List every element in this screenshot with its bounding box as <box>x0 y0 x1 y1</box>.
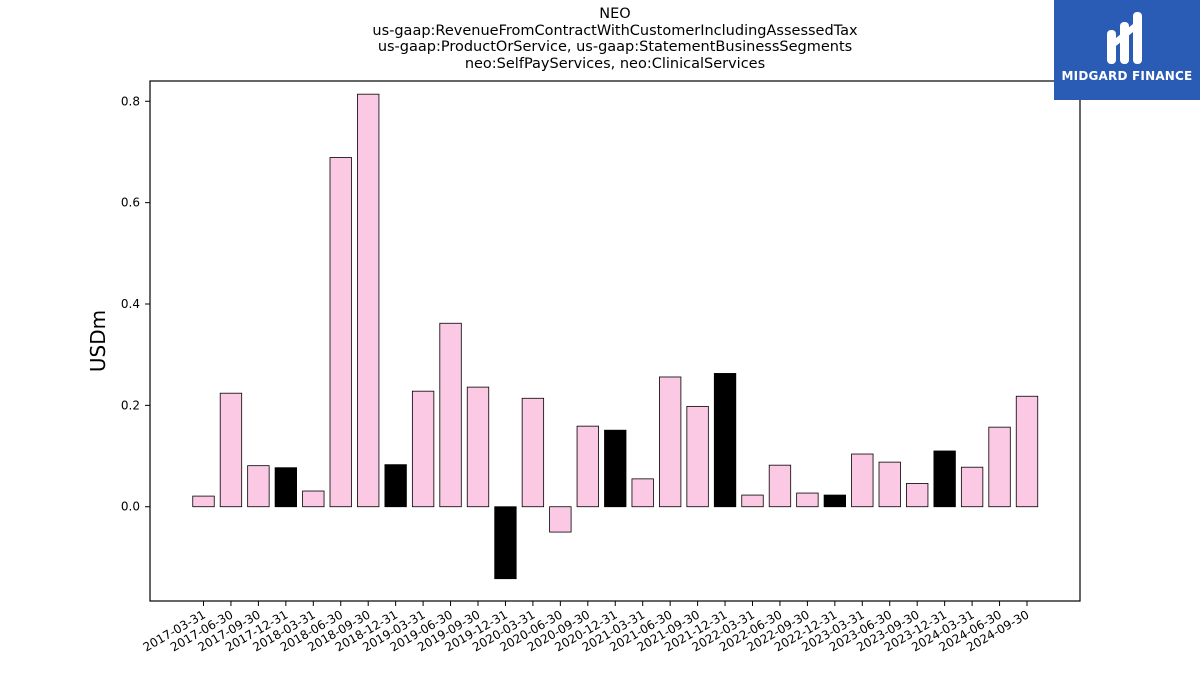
plot-frame <box>149 80 1081 602</box>
bar <box>960 466 984 508</box>
chart-title-line-4: neo:SelfPayServices, neo:ClinicalService… <box>464 55 766 72</box>
bar <box>302 490 325 508</box>
bar <box>274 467 298 508</box>
bar <box>933 450 956 508</box>
chart-title: NEO us-gaap:RevenueFromContractWithCusto… <box>150 6 1080 72</box>
bar <box>329 157 352 508</box>
bar <box>494 506 517 580</box>
bar <box>768 464 792 508</box>
bar <box>357 93 380 508</box>
bar <box>659 376 682 508</box>
bar <box>796 492 819 508</box>
bar <box>192 495 215 508</box>
y-axis-label: USDm <box>86 310 110 372</box>
bar <box>247 465 270 508</box>
y-tick-label: 0.0 <box>121 500 140 514</box>
bar <box>1015 395 1039 508</box>
bar <box>878 461 901 508</box>
bar <box>713 373 737 508</box>
y-tick-label: 0.6 <box>121 196 140 210</box>
brand-logo: MIDGARD FINANCE <box>1054 0 1200 100</box>
bar <box>604 429 627 508</box>
bar <box>851 453 874 508</box>
bar <box>439 322 462 508</box>
chart-title-line-2: us-gaap:RevenueFromContractWithCustomerI… <box>372 22 858 39</box>
bar <box>549 506 572 533</box>
y-tick-label: 0.2 <box>121 398 140 412</box>
bar <box>384 464 407 508</box>
midgard-logo-icon <box>1107 12 1142 64</box>
bar <box>686 405 709 508</box>
bar <box>631 478 654 508</box>
bar <box>906 483 929 508</box>
y-tick-label: 0.4 <box>121 297 140 311</box>
bar <box>988 426 1011 508</box>
brand-logo-text: MIDGARD FINANCE <box>1061 69 1193 83</box>
bar <box>521 397 545 508</box>
chart-title-line-3: us-gaap:ProductOrService, us-gaap:Statem… <box>377 39 853 55</box>
chart-title-line-1: NEO <box>599 6 631 22</box>
bar <box>219 392 243 508</box>
bar <box>576 425 599 508</box>
bar <box>411 390 435 508</box>
bar <box>823 494 846 508</box>
bar <box>741 494 764 508</box>
bar <box>466 386 490 508</box>
y-tick-label: 0.8 <box>121 94 140 108</box>
